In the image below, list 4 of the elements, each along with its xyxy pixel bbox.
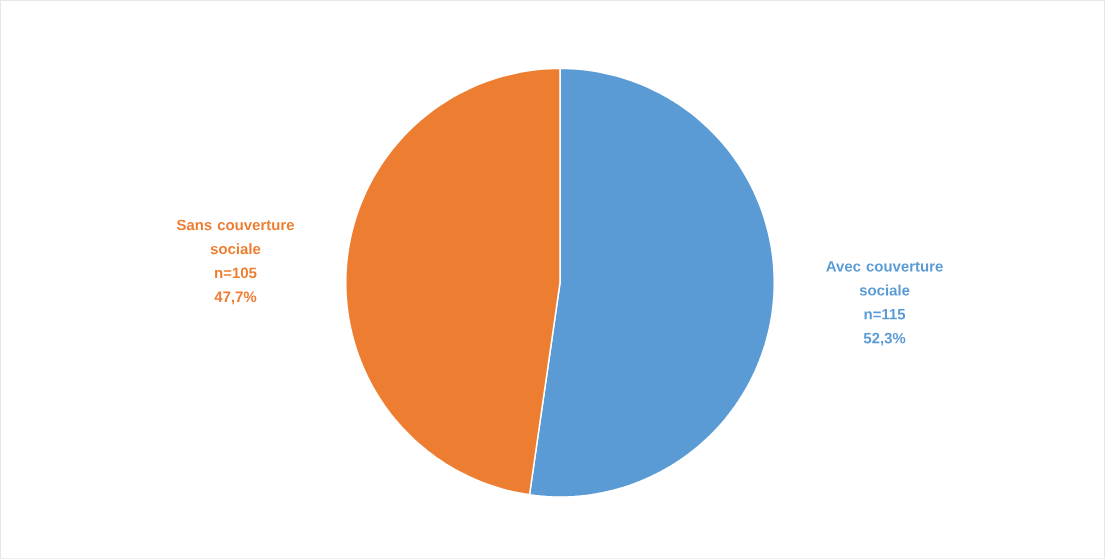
text: 52,3% (863, 332, 906, 346)
text: 47,7% (214, 291, 257, 305)
data-label: n=105 (215, 267, 257, 278)
data-label: n=115 (864, 308, 906, 320)
